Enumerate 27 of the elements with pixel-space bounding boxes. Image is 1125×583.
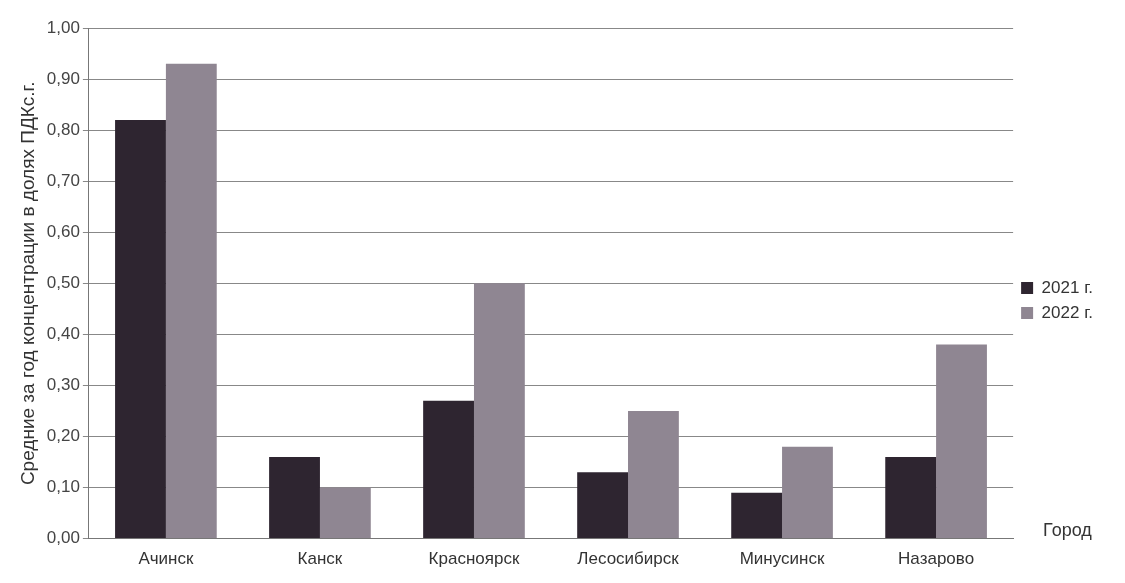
y-tick-label: 0,30 — [46, 375, 80, 395]
bar — [731, 492, 783, 539]
legend-label: 2021 г. — [1041, 277, 1093, 297]
x-tick-label: Ачинск — [138, 549, 194, 569]
bar — [269, 456, 320, 539]
y-tick-label: 0,00 — [46, 528, 80, 548]
x-axis-title: Город — [1043, 519, 1093, 540]
x-tick-label: Минусинск — [739, 549, 825, 569]
x-tick-label: Лесосибирск — [577, 549, 680, 569]
y-tick-label: 0,10 — [46, 477, 80, 497]
x-tick-label: Красноярск — [428, 549, 520, 569]
bar — [115, 119, 166, 539]
y-tick-label: 0,70 — [46, 170, 80, 190]
y-tick-label: 1,00 — [46, 17, 80, 37]
y-tick-label: 0,50 — [46, 272, 80, 292]
y-tick-label: 0,20 — [46, 426, 80, 446]
bar — [577, 472, 629, 539]
x-tick-label: Назарово — [898, 549, 975, 569]
bar — [885, 456, 937, 539]
legend-label: 2022 г. — [1041, 302, 1093, 322]
x-tick-label: Канск — [297, 549, 343, 569]
y-tick-label: 0,90 — [46, 68, 80, 88]
y-axis-title: Средние за год концентрации в долях ПДКс.г. — [16, 81, 38, 486]
y-tick-label: 0,40 — [46, 324, 80, 344]
y-tick-label: 0,80 — [46, 119, 80, 139]
y-tick-label: 0,60 — [46, 221, 80, 241]
bar — [423, 400, 474, 539]
